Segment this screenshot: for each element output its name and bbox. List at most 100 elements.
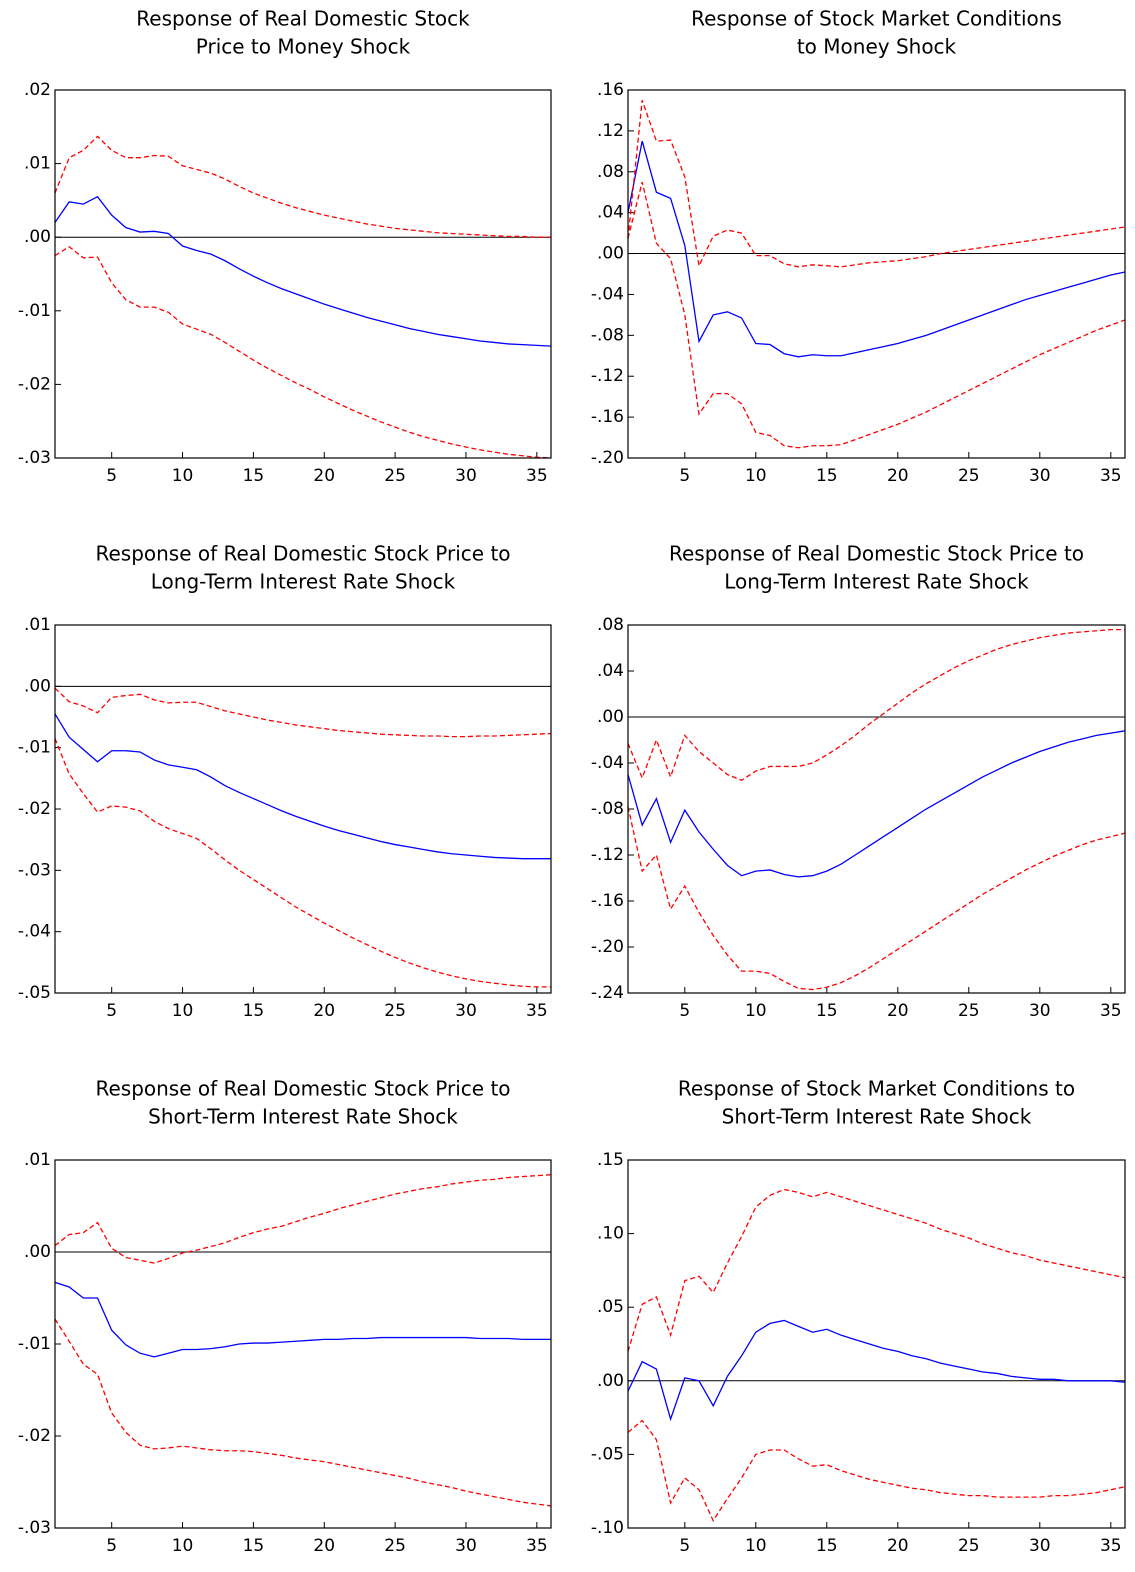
y-tick-label: -.04 <box>18 922 51 942</box>
series-line <box>54 1281 551 1358</box>
x-tick-label: 5 <box>106 466 117 486</box>
y-tick-label: -.04 <box>591 284 624 304</box>
chart-title: Long-Term Interest Rate Shock <box>724 570 1029 594</box>
series-line <box>54 1318 552 1507</box>
panel: Response of Real Domestic Stock Price to… <box>18 542 552 1021</box>
series-line <box>54 738 551 988</box>
plot-frame <box>627 89 1126 459</box>
x-tick-label: 20 <box>887 1001 909 1021</box>
y-tick-label: .08 <box>597 162 624 182</box>
y-tick-label: -.03 <box>18 1518 51 1538</box>
x-tick-label: 10 <box>745 1536 767 1556</box>
x-tick-label: 25 <box>384 1001 406 1021</box>
x-tick-label: 20 <box>313 466 335 486</box>
series-line <box>54 687 552 738</box>
x-tick-label: 35 <box>1100 466 1122 486</box>
chart-title: Short-Term Interest Rate Shock <box>722 1105 1032 1129</box>
y-tick-label: -.12 <box>591 845 624 865</box>
y-tick-label: .10 <box>597 1224 624 1244</box>
y-tick-label: .00 <box>597 244 624 264</box>
y-tick-label: .00 <box>24 227 51 247</box>
x-tick-label: 15 <box>243 1536 265 1556</box>
panel: Response of Real Domestic Stock Price to … <box>18 7 552 486</box>
x-tick-label: 30 <box>1029 1536 1051 1556</box>
series-line <box>54 713 551 860</box>
y-tick-label: .08 <box>597 615 624 635</box>
chart-title: Response of Real Domestic Stock Price to <box>95 1077 510 1101</box>
y-tick-label: -.02 <box>18 1426 51 1446</box>
plot-frame <box>627 624 1126 994</box>
x-tick-label: 25 <box>384 1536 406 1556</box>
x-tick-label: 25 <box>384 466 406 486</box>
x-tick-label: 15 <box>816 466 838 486</box>
x-tick-label: 20 <box>887 1536 909 1556</box>
y-tick-label: .00 <box>24 1242 51 1262</box>
x-tick-label: 10 <box>745 466 767 486</box>
x-tick-label: 5 <box>679 466 690 486</box>
chart-title: to Money Shock <box>797 35 957 59</box>
x-tick-label: 15 <box>816 1536 838 1556</box>
y-tick-label: -.20 <box>591 448 624 468</box>
y-tick-label: .04 <box>597 203 624 223</box>
x-tick-label: 5 <box>106 1536 117 1556</box>
series-line <box>627 181 1126 449</box>
y-tick-label: -.01 <box>18 1334 51 1354</box>
x-tick-label: 5 <box>679 1001 690 1021</box>
y-tick-label: .02 <box>24 80 51 100</box>
series-line <box>627 628 1125 781</box>
chart-title: Response of Real Domestic Stock Price to <box>669 542 1084 566</box>
x-tick-label: 35 <box>1100 1001 1122 1021</box>
y-tick-label: -.04 <box>591 753 624 773</box>
y-tick-label: .05 <box>597 1297 624 1317</box>
y-tick-label: .01 <box>24 1150 51 1170</box>
y-tick-label: -.05 <box>591 1444 624 1464</box>
plot-frame <box>54 624 552 994</box>
y-tick-label: -.03 <box>18 860 51 880</box>
chart-title: Response of Real Domestic Stock <box>136 7 470 31</box>
y-tick-label: .15 <box>597 1150 624 1170</box>
x-tick-label: 15 <box>243 1001 265 1021</box>
panel: Response of Stock Market Conditions to Sh… <box>591 1077 1126 1556</box>
x-tick-label: 25 <box>958 1001 980 1021</box>
x-tick-label: 35 <box>526 466 548 486</box>
x-tick-label: 10 <box>745 1001 767 1021</box>
y-tick-label: -.16 <box>591 891 624 911</box>
y-tick-label: -.02 <box>18 374 51 394</box>
x-tick-label: 25 <box>958 1536 980 1556</box>
y-tick-label: -.01 <box>18 301 51 321</box>
y-tick-label: -.03 <box>18 448 51 468</box>
y-tick-label: -.01 <box>18 738 51 758</box>
series-line <box>627 1319 1126 1422</box>
x-tick-label: 30 <box>455 1001 477 1021</box>
x-tick-label: 20 <box>887 466 909 486</box>
chart-title: Price to Money Shock <box>196 35 411 59</box>
plot-frame <box>54 1159 552 1529</box>
y-tick-label: .00 <box>597 1371 624 1391</box>
y-tick-label: -.10 <box>591 1518 624 1538</box>
chart-title: Response of Stock Market Conditions <box>691 7 1062 31</box>
y-tick-label: -.12 <box>591 366 624 386</box>
x-tick-label: 30 <box>455 1536 477 1556</box>
y-tick-label: .12 <box>597 121 624 141</box>
series-line <box>627 730 1126 878</box>
y-tick-label: -.05 <box>18 983 51 1003</box>
x-tick-label: 20 <box>313 1001 335 1021</box>
series-line <box>627 1188 1126 1352</box>
series-line <box>627 140 1126 358</box>
series-line <box>54 195 552 347</box>
panel: Response of Stock Market Conditions to Mo… <box>591 7 1126 486</box>
x-tick-label: 10 <box>172 1001 194 1021</box>
series-line <box>54 135 551 238</box>
x-tick-label: 5 <box>679 1536 690 1556</box>
y-tick-label: -.08 <box>591 325 624 345</box>
series-line <box>54 1174 552 1264</box>
series-line <box>627 1419 1126 1522</box>
x-tick-label: 15 <box>816 1001 838 1021</box>
x-tick-label: 15 <box>243 466 265 486</box>
x-tick-label: 20 <box>313 1536 335 1556</box>
y-tick-label: .16 <box>597 80 624 100</box>
x-tick-label: 35 <box>526 1536 548 1556</box>
chart-title: Response of Real Domestic Stock Price to <box>95 542 510 566</box>
